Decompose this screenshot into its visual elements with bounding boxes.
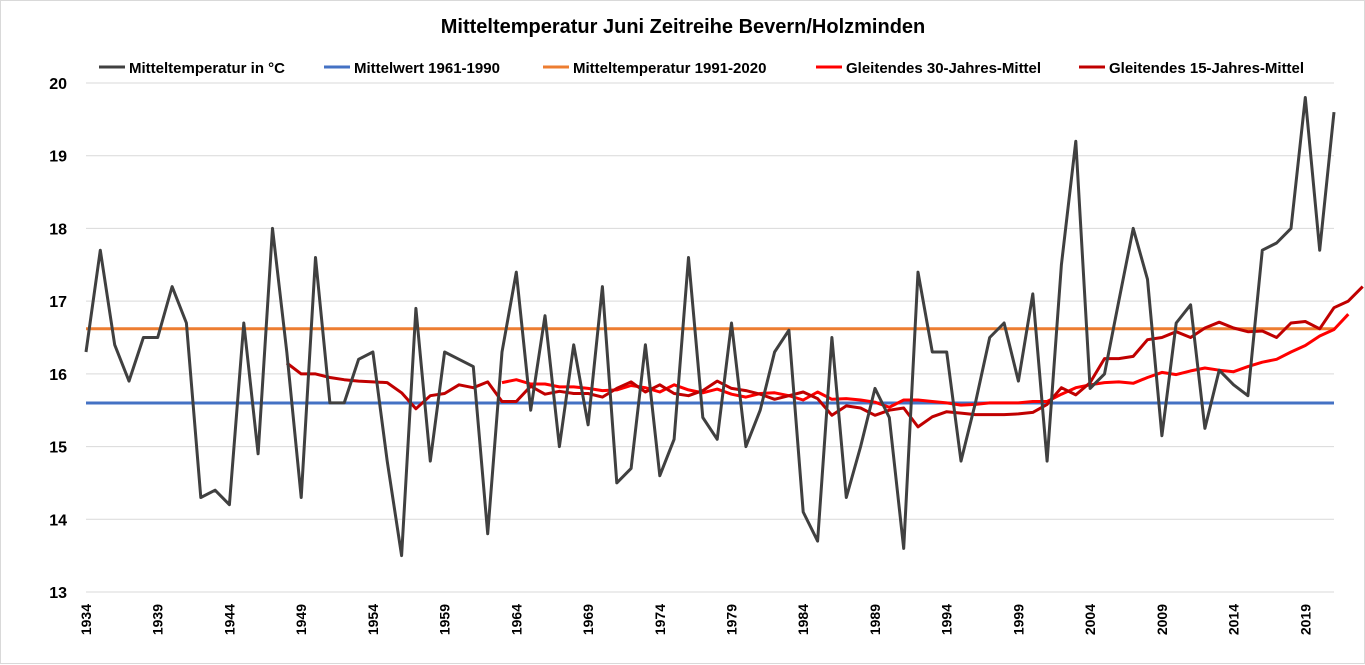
x-tick-label: 2014 [1226,604,1242,635]
x-tick-label: 1954 [365,604,381,635]
x-tick-label: 1969 [580,604,596,635]
y-tick-label: 17 [49,294,67,311]
x-tick-label: 1939 [150,604,166,635]
x-tick-label: 1944 [221,604,237,635]
x-tick-label: 1979 [724,604,740,635]
series-4-line [285,285,1364,429]
series-0-line [84,96,1336,558]
x-tick-label: 2009 [1154,604,1170,635]
series-lines [84,96,1364,558]
x-tick-label: 1974 [652,604,668,635]
x-tick-label: 2004 [1082,604,1098,635]
x-tick-label: 1949 [293,604,309,635]
x-tick-label: 1959 [437,604,453,635]
y-tick-label: 16 [49,367,67,384]
legend-label: Mitteltemperatur 1991-2020 [573,60,766,77]
legend-label: Gleitendes 15-Jahres-Mittel [1109,60,1304,77]
x-tick-label: 2019 [1297,604,1313,635]
y-tick-label: 18 [49,221,67,238]
y-axis-ticks: 13 14 15 16 17 18 19 20 [49,76,67,602]
y-tick-label: 19 [49,149,67,166]
series-3-line [501,313,1350,409]
x-axis-ticks: 1934 1939 1944 1949 1954 1959 1964 1969 1974 1979… [78,604,1313,635]
chart-title: Mitteltemperatur Juni Zeitreihe Bevern/H… [441,16,926,38]
x-tick-label: 1964 [508,604,524,635]
y-tick-label: 15 [49,440,67,457]
x-tick-label: 1984 [795,604,811,635]
x-tick-label: 1989 [867,604,883,635]
legend-label: Gleitendes 30-Jahres-Mittel [846,60,1041,77]
legend-label: Mitteltemperatur in °C [129,60,285,77]
legend-label: Mittelwert 1961-1990 [354,60,500,77]
y-tick-label: 14 [49,512,67,529]
y-tick-label: 20 [49,76,67,93]
legend: Mitteltemperatur in °C Mittelwert 1961-19… [99,60,1304,77]
x-tick-label: 1994 [939,604,955,635]
x-tick-label: 1934 [78,604,94,635]
x-tick-label: 1999 [1010,604,1026,635]
y-tick-label: 13 [49,585,67,602]
grid-lines [86,82,1334,593]
